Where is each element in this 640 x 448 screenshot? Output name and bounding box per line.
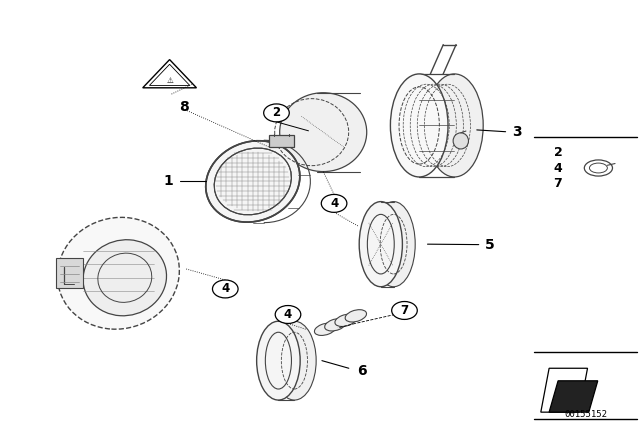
Text: 6: 6 xyxy=(357,364,367,378)
Text: 2: 2 xyxy=(554,146,563,159)
FancyBboxPatch shape xyxy=(269,135,294,147)
Text: 4: 4 xyxy=(330,197,338,210)
Circle shape xyxy=(275,306,301,323)
Ellipse shape xyxy=(345,310,367,322)
Ellipse shape xyxy=(280,93,367,172)
Ellipse shape xyxy=(453,133,468,149)
Text: 8: 8 xyxy=(179,99,189,114)
Circle shape xyxy=(264,104,289,122)
Ellipse shape xyxy=(335,314,356,327)
Ellipse shape xyxy=(257,321,300,400)
Text: 4: 4 xyxy=(284,308,292,321)
FancyBboxPatch shape xyxy=(56,258,83,288)
Ellipse shape xyxy=(359,202,403,287)
Ellipse shape xyxy=(314,323,336,336)
Text: 7: 7 xyxy=(554,177,563,190)
Ellipse shape xyxy=(372,202,415,287)
Text: 7: 7 xyxy=(401,304,408,317)
Circle shape xyxy=(212,280,238,298)
Circle shape xyxy=(321,194,347,212)
Ellipse shape xyxy=(83,240,166,316)
Polygon shape xyxy=(143,60,196,88)
Ellipse shape xyxy=(426,74,483,177)
Text: 1: 1 xyxy=(164,174,173,189)
Ellipse shape xyxy=(324,319,346,331)
Ellipse shape xyxy=(273,321,316,400)
Text: 00155152: 00155152 xyxy=(564,410,607,419)
Text: 4: 4 xyxy=(554,161,563,175)
Polygon shape xyxy=(150,64,189,86)
Circle shape xyxy=(392,302,417,319)
Ellipse shape xyxy=(58,217,179,329)
Text: 2: 2 xyxy=(273,106,280,120)
Polygon shape xyxy=(549,381,598,412)
Ellipse shape xyxy=(205,141,300,222)
Polygon shape xyxy=(541,368,588,412)
Text: 5: 5 xyxy=(485,237,495,252)
Ellipse shape xyxy=(390,74,448,177)
Text: ⚠: ⚠ xyxy=(166,76,173,85)
Text: 3: 3 xyxy=(512,125,522,139)
Text: 4: 4 xyxy=(221,282,229,296)
